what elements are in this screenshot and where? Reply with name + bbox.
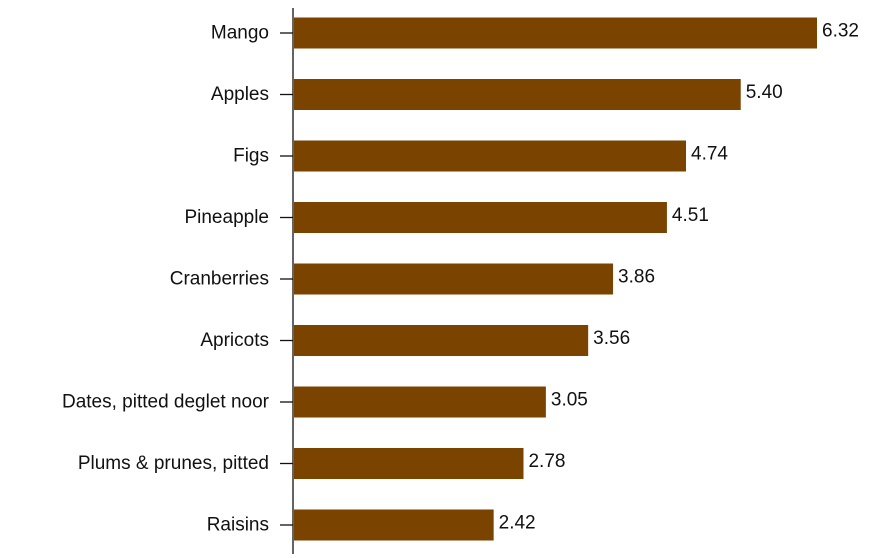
value-label-8: 2.42	[499, 513, 536, 534]
category-label-2: Figs	[233, 146, 269, 167]
chart-marks: Mango 6.32 Apples 5.40 Figs 4.74 Pineapple 4.51…	[62, 17, 859, 541]
category-label-0: Mango	[211, 23, 269, 44]
bar-8	[294, 509, 494, 541]
category-label-6: Dates, pitted deglet noor	[62, 392, 270, 413]
value-label-5: 3.56	[593, 328, 630, 349]
category-label-8: Raisins	[207, 515, 269, 536]
value-label-2: 4.74	[691, 144, 728, 165]
bar-3	[294, 202, 667, 233]
value-label-1: 5.40	[746, 82, 783, 103]
value-label-6: 3.05	[551, 390, 588, 411]
bar-5	[294, 325, 589, 356]
bar-0	[294, 17, 817, 49]
value-label-3: 4.51	[672, 205, 709, 226]
category-label-7: Plums & prunes, pitted	[78, 453, 269, 474]
bar-6	[294, 386, 546, 418]
bar-1	[294, 79, 741, 110]
bar-4	[294, 263, 614, 295]
category-label-3: Pineapple	[184, 207, 269, 228]
bar-2	[294, 140, 686, 172]
category-label-5: Apricots	[200, 330, 269, 351]
value-label-7: 2.78	[528, 451, 565, 472]
value-label-0: 6.32	[822, 21, 859, 42]
bar-7	[294, 448, 524, 479]
value-label-4: 3.86	[618, 267, 655, 288]
category-label-1: Apples	[211, 84, 269, 105]
category-label-4: Cranberries	[170, 269, 269, 290]
